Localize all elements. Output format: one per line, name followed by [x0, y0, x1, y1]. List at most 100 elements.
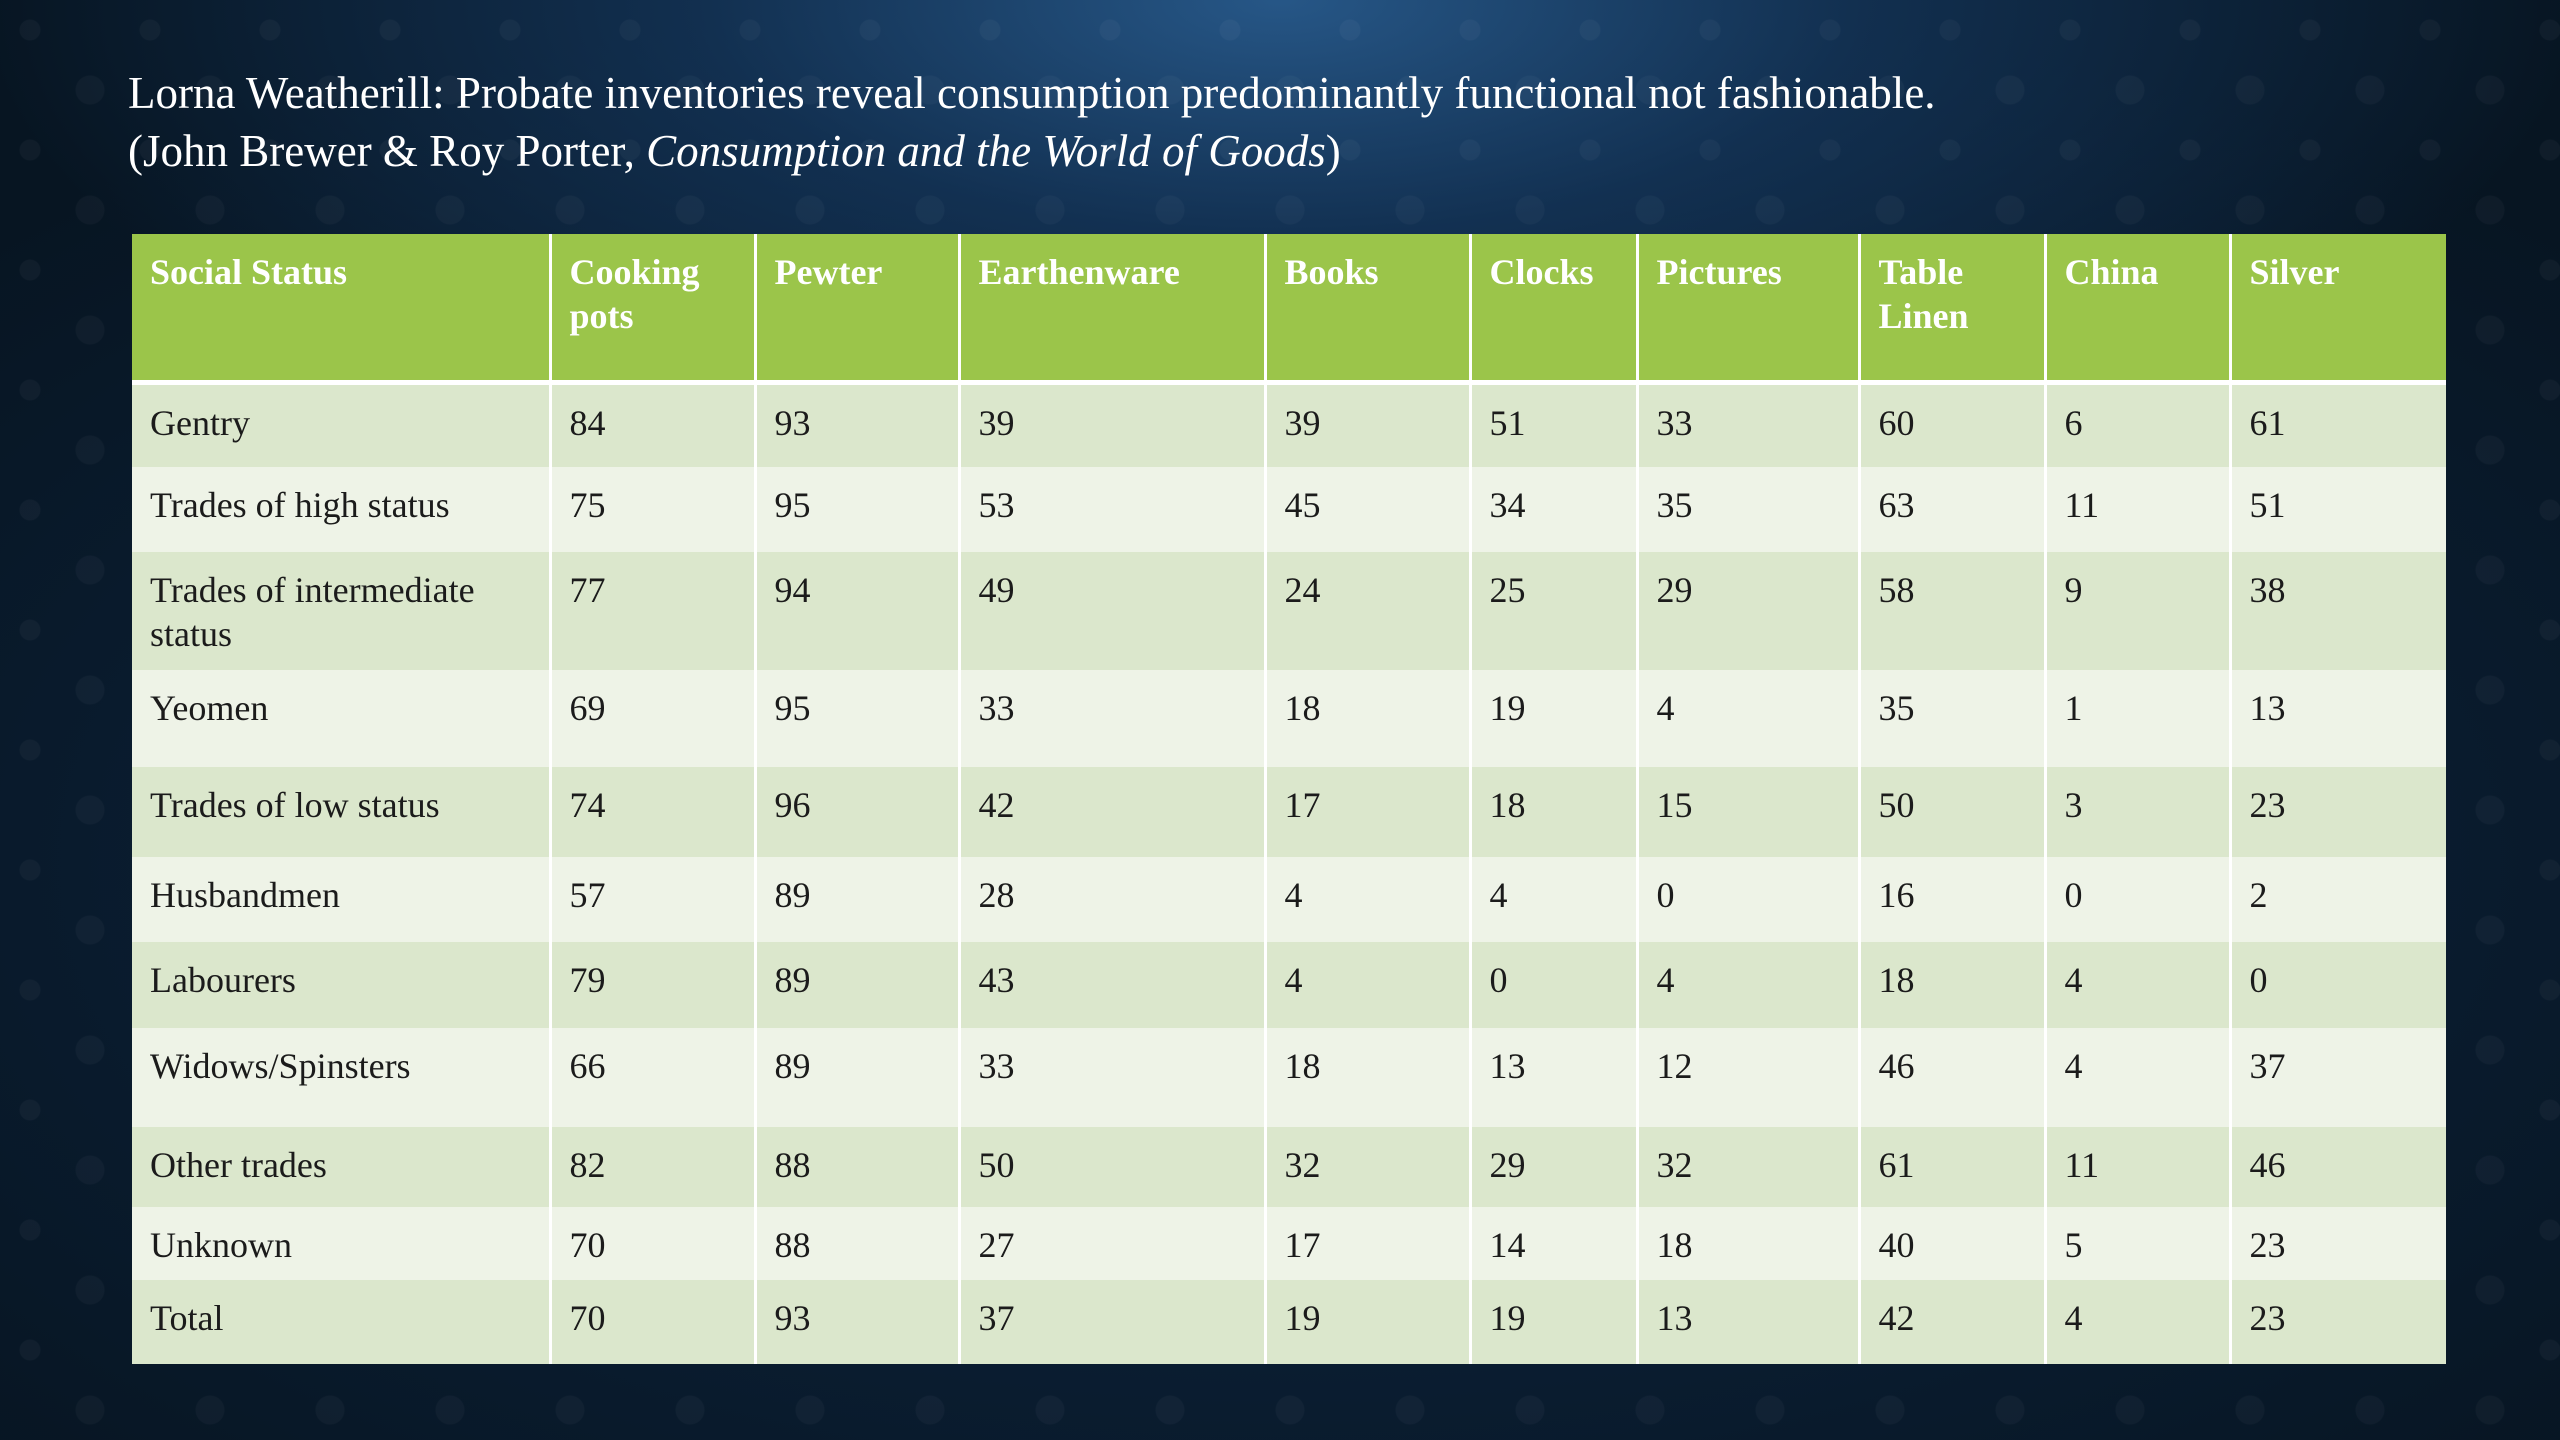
value-cell: 50	[957, 1127, 1265, 1207]
table-row: Widows/Spinsters 66 89 33 18 13 12 46 4 37	[132, 1028, 2446, 1127]
row-label-cell: Widows/Spinsters	[132, 1028, 550, 1127]
value-cell: 25	[1468, 552, 1637, 670]
header-cell: Silver	[2228, 234, 2446, 385]
value-cell: 0	[1635, 857, 1859, 942]
table-row: Trades of low status 74 96 42 17 18 15 50 3 23	[132, 767, 2446, 857]
table-row: Unknown 70 88 27 17 14 18 40 5 23	[132, 1207, 2446, 1280]
row-label-cell: Labourers	[132, 942, 550, 1028]
row-label-cell: Trades of low status	[132, 767, 550, 857]
row-label-cell: Other trades	[132, 1127, 550, 1207]
value-cell: 12	[1635, 1028, 1859, 1127]
value-cell: 37	[2228, 1028, 2446, 1127]
value-cell: 74	[548, 767, 755, 857]
value-cell: 89	[753, 857, 959, 942]
title-line-1: Lorna Weatherill: Probate inventories re…	[128, 68, 1936, 118]
value-cell: 23	[2228, 1207, 2446, 1280]
value-cell: 45	[1263, 467, 1470, 552]
value-cell: 29	[1468, 1127, 1637, 1207]
value-cell: 35	[1857, 670, 2045, 767]
value-cell: 63	[1857, 467, 2045, 552]
value-cell: 57	[548, 857, 755, 942]
value-cell: 43	[957, 942, 1265, 1028]
value-cell: 18	[1468, 767, 1637, 857]
value-cell: 13	[2228, 670, 2446, 767]
value-cell: 3	[2043, 767, 2230, 857]
value-cell: 95	[753, 467, 959, 552]
header-cell: Clocks	[1468, 234, 1637, 385]
value-cell: 40	[1857, 1207, 2045, 1280]
value-cell: 28	[957, 857, 1265, 942]
value-cell: 95	[753, 670, 959, 767]
citation-close: )	[1325, 126, 1341, 176]
value-cell: 18	[1263, 670, 1470, 767]
value-cell: 13	[1635, 1280, 1859, 1364]
value-cell: 93	[753, 1280, 959, 1364]
row-label-cell: Yeomen	[132, 670, 550, 767]
value-cell: 0	[2228, 942, 2446, 1028]
row-label-cell: Unknown	[132, 1207, 550, 1280]
value-cell: 1	[2043, 670, 2230, 767]
value-cell: 69	[548, 670, 755, 767]
table-row: Total 70 93 37 19 19 13 42 4 23	[132, 1280, 2446, 1364]
slide-title: Lorna Weatherill: Probate inventories re…	[128, 64, 2468, 180]
value-cell: 23	[2228, 767, 2446, 857]
value-cell: 51	[1468, 382, 1637, 467]
value-cell: 2	[2228, 857, 2446, 942]
value-cell: 18	[1857, 942, 2045, 1028]
row-label-cell: Trades of intermediate status	[132, 552, 550, 670]
value-cell: 13	[1468, 1028, 1637, 1127]
value-cell: 6	[2043, 382, 2230, 467]
table-row: Other trades 82 88 50 32 29 32 61 11 46	[132, 1127, 2446, 1207]
value-cell: 60	[1857, 382, 2045, 467]
value-cell: 50	[1857, 767, 2045, 857]
value-cell: 29	[1635, 552, 1859, 670]
value-cell: 15	[1635, 767, 1859, 857]
value-cell: 17	[1263, 1207, 1470, 1280]
value-cell: 88	[753, 1127, 959, 1207]
value-cell: 89	[753, 942, 959, 1028]
value-cell: 53	[957, 467, 1265, 552]
value-cell: 33	[957, 670, 1265, 767]
row-label-cell: Gentry	[132, 382, 550, 467]
value-cell: 46	[2228, 1127, 2446, 1207]
value-cell: 4	[1468, 857, 1637, 942]
value-cell: 35	[1635, 467, 1859, 552]
value-cell: 94	[753, 552, 959, 670]
value-cell: 37	[957, 1280, 1265, 1364]
value-cell: 70	[548, 1207, 755, 1280]
header-cell: Table Linen	[1857, 234, 2045, 385]
citation-book-title: Consumption and the World of Goods	[646, 126, 1326, 176]
inventory-table: Social Status Cooking pots Pewter Earthe…	[132, 234, 2446, 1364]
value-cell: 11	[2043, 1127, 2230, 1207]
value-cell: 19	[1468, 670, 1637, 767]
table-row: Gentry 84 93 39 39 51 33 60 6 61	[132, 382, 2446, 467]
value-cell: 4	[1635, 942, 1859, 1028]
value-cell: 17	[1263, 767, 1470, 857]
value-cell: 96	[753, 767, 959, 857]
value-cell: 32	[1263, 1127, 1470, 1207]
value-cell: 38	[2228, 552, 2446, 670]
table-row: Husbandmen 57 89 28 4 4 0 16 0 2	[132, 857, 2446, 942]
value-cell: 23	[2228, 1280, 2446, 1364]
row-label-cell: Total	[132, 1280, 550, 1364]
value-cell: 42	[1857, 1280, 2045, 1364]
value-cell: 32	[1635, 1127, 1859, 1207]
value-cell: 82	[548, 1127, 755, 1207]
header-cell: Social Status	[132, 234, 550, 385]
value-cell: 4	[1263, 942, 1470, 1028]
value-cell: 4	[1635, 670, 1859, 767]
value-cell: 88	[753, 1207, 959, 1280]
table-row: Labourers 79 89 43 4 0 4 18 4 0	[132, 942, 2446, 1028]
value-cell: 33	[957, 1028, 1265, 1127]
header-cell: Cooking pots	[548, 234, 755, 385]
value-cell: 0	[2043, 857, 2230, 942]
value-cell: 84	[548, 382, 755, 467]
value-cell: 70	[548, 1280, 755, 1364]
header-cell: Pictures	[1635, 234, 1859, 385]
value-cell: 33	[1635, 382, 1859, 467]
value-cell: 79	[548, 942, 755, 1028]
value-cell: 19	[1468, 1280, 1637, 1364]
header-row: Social Status Cooking pots Pewter Earthe…	[132, 234, 2446, 385]
table-body: Gentry 84 93 39 39 51 33 60 6 61 Trades of high st…	[132, 382, 2446, 1364]
value-cell: 4	[2043, 1280, 2230, 1364]
